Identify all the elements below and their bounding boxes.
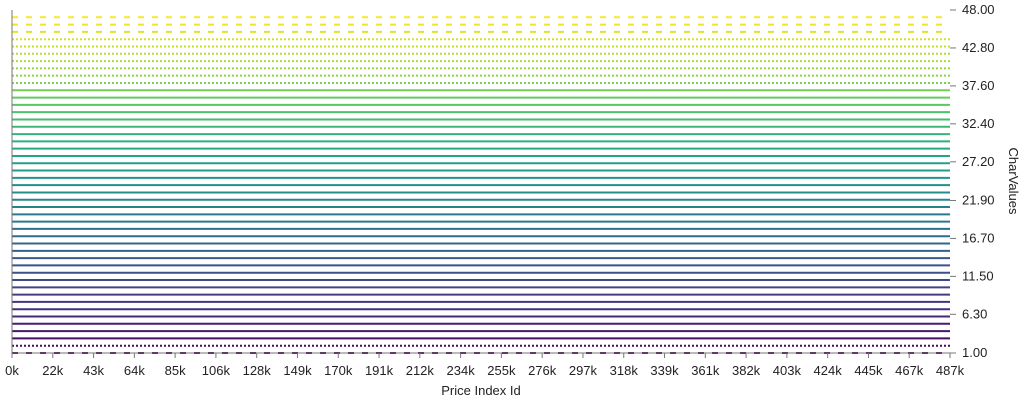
y-tick-label: 21.90: [962, 192, 995, 207]
y-ticks: 1.00 6.30 11.50 16.70 21.90 27.20 32.40 37.60 42…: [950, 2, 995, 360]
x-tick-label: 487k: [936, 363, 965, 378]
x-tick-label: 424k: [814, 363, 843, 378]
x-tick-label: 212k: [406, 363, 435, 378]
x-tick-label: 234k: [447, 363, 476, 378]
x-tick-label: 467k: [895, 363, 924, 378]
axis-layer: 0k 22k 43k 64k 85k 106k 128k 149k 170k 191k 212k 23…: [5, 2, 1021, 398]
x-tick-label: 297k: [569, 363, 598, 378]
y-tick-label: 37.60: [962, 78, 995, 93]
x-tick-label: 445k: [854, 363, 883, 378]
x-tick-label: 382k: [732, 363, 761, 378]
y-tick-label: 42.80: [962, 40, 995, 55]
x-tick-label: 0k: [5, 363, 19, 378]
x-tick-label: 106k: [202, 363, 231, 378]
y-tick-label: 11.50: [962, 268, 994, 283]
x-tick-label: 361k: [691, 363, 720, 378]
y-tick-label: 6.30: [962, 306, 987, 321]
y-tick-label: 27.20: [962, 154, 995, 169]
series-layer: [12, 16, 950, 354]
y-tick-label: 32.40: [962, 116, 995, 131]
x-tick-label: 43k: [83, 363, 104, 378]
y-axis-title: CharValues: [1006, 148, 1021, 215]
x-tick-label: 64k: [124, 363, 145, 378]
x-tick-label: 170k: [324, 363, 353, 378]
x-tick-label: 128k: [243, 363, 272, 378]
y-tick-label: 48.00: [962, 2, 995, 17]
y-tick-label: 16.70: [962, 230, 995, 245]
x-tick-label: 276k: [528, 363, 557, 378]
x-tick-label: 403k: [773, 363, 802, 378]
y-tick-label: 1.00: [962, 345, 987, 360]
x-tick-label: 318k: [610, 363, 639, 378]
x-axis-title: Price Index Id: [441, 383, 521, 398]
x-tick-label: 85k: [165, 363, 186, 378]
x-tick-label: 22k: [42, 363, 63, 378]
x-tick-label: 191k: [365, 363, 394, 378]
x-tick-label: 149k: [283, 363, 312, 378]
x-tick-label: 339k: [650, 363, 679, 378]
x-tick-label: 255k: [487, 363, 516, 378]
x-ticks: 0k 22k 43k 64k 85k 106k 128k 149k 170k 191k 212k 23…: [5, 353, 965, 378]
